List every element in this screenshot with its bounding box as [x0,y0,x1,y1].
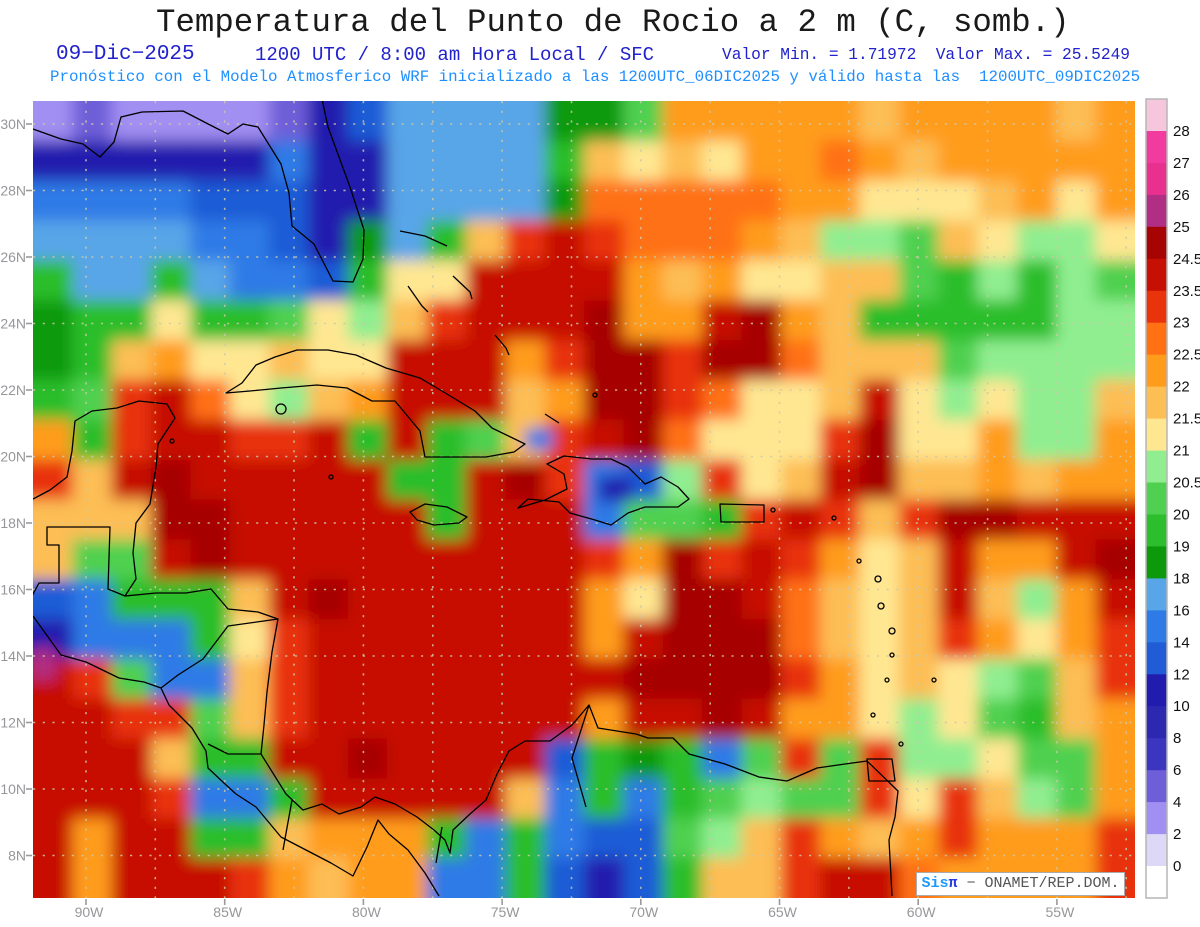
svg-text:20N: 20N [0,449,26,465]
svg-text:16N: 16N [0,582,26,598]
svg-text:10N: 10N [0,781,26,797]
svg-text:26: 26 [1173,187,1190,204]
svg-text:90W: 90W [75,904,105,920]
svg-text:60W: 60W [907,904,937,920]
svg-text:0: 0 [1173,858,1181,875]
svg-text:2: 2 [1173,826,1181,843]
svg-text:24N: 24N [0,316,26,332]
svg-text:12N: 12N [0,715,26,731]
svg-text:55W: 55W [1046,904,1076,920]
svg-text:65W: 65W [768,904,798,920]
svg-text:12: 12 [1173,666,1190,683]
svg-text:18: 18 [1173,570,1190,587]
svg-text:21.5: 21.5 [1173,411,1200,428]
svg-text:10: 10 [1173,698,1190,715]
svg-text:23.5: 23.5 [1173,283,1200,300]
svg-text:8N: 8N [8,848,26,864]
svg-text:24.5: 24.5 [1173,251,1200,268]
svg-text:22N: 22N [0,382,26,398]
svg-text:22.5: 22.5 [1173,347,1200,364]
svg-text:16: 16 [1173,602,1190,619]
svg-text:70W: 70W [629,904,659,920]
svg-text:80W: 80W [352,904,382,920]
svg-text:4: 4 [1173,794,1181,811]
svg-text:14: 14 [1173,634,1190,651]
svg-text:18N: 18N [0,515,26,531]
svg-text:23: 23 [1173,315,1190,332]
svg-text:19: 19 [1173,538,1190,555]
svg-text:30N: 30N [0,116,26,132]
svg-text:21: 21 [1173,443,1190,460]
svg-text:27: 27 [1173,155,1190,172]
svg-text:26N: 26N [0,249,26,265]
svg-text:75W: 75W [491,904,521,920]
svg-text:20.5: 20.5 [1173,475,1200,492]
svg-text:28N: 28N [0,183,26,199]
svg-text:25: 25 [1173,219,1190,236]
svg-text:6: 6 [1173,762,1181,779]
svg-text:22: 22 [1173,379,1190,396]
svg-text:8: 8 [1173,730,1181,747]
svg-text:85W: 85W [213,904,243,920]
svg-text:14N: 14N [0,648,26,664]
svg-text:20: 20 [1173,507,1190,524]
svg-text:28: 28 [1173,123,1190,140]
